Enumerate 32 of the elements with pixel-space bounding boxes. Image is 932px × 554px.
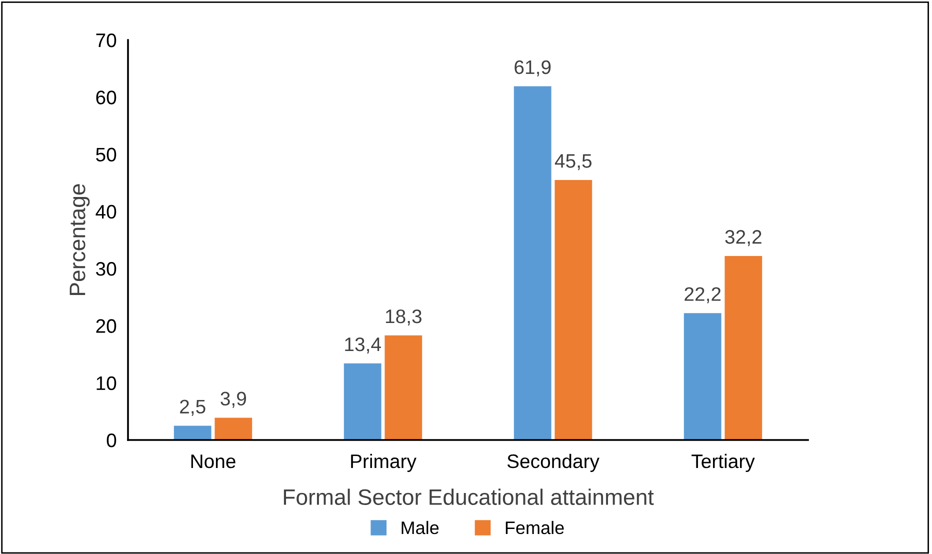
x-tick-label: None <box>191 454 236 468</box>
data-label: 22,2 <box>684 287 721 304</box>
bar <box>684 313 722 440</box>
bar <box>724 256 762 440</box>
y-tick-label: 70 <box>96 33 116 48</box>
data-label: 18,3 <box>386 309 422 326</box>
x-axis-title: Formal Sector Educational attainment <box>284 488 654 506</box>
x-tick-label: Secondary <box>507 454 600 472</box>
y-tick-label: 60 <box>96 90 116 104</box>
legend-label: Male <box>402 520 439 534</box>
data-label: 61,9 <box>514 60 551 76</box>
bar <box>554 180 592 440</box>
bar <box>344 363 382 440</box>
y-tick-label: 40 <box>96 204 116 219</box>
y-tick-label: 30 <box>96 262 116 276</box>
y-tick-label: 0 <box>106 433 116 448</box>
bar <box>514 86 552 440</box>
bar <box>174 426 212 440</box>
x-tick-label: Tertiary <box>692 454 755 472</box>
data-label: 45,5 <box>554 154 592 170</box>
data-label: 32,2 <box>725 230 762 246</box>
x-tick-label: Primary <box>351 454 416 472</box>
legend-label: Female <box>506 520 564 534</box>
y-tick-label: 20 <box>96 319 116 333</box>
y-tick-label: 10 <box>96 376 116 390</box>
y-axis-title: Percentage <box>70 184 90 296</box>
bar <box>384 335 422 440</box>
y-tick-label: 50 <box>96 148 116 162</box>
bar <box>214 418 252 440</box>
data-label: 3,9 <box>220 392 246 408</box>
data-label: 13,4 <box>345 337 381 354</box>
data-label: 2,5 <box>180 400 206 416</box>
